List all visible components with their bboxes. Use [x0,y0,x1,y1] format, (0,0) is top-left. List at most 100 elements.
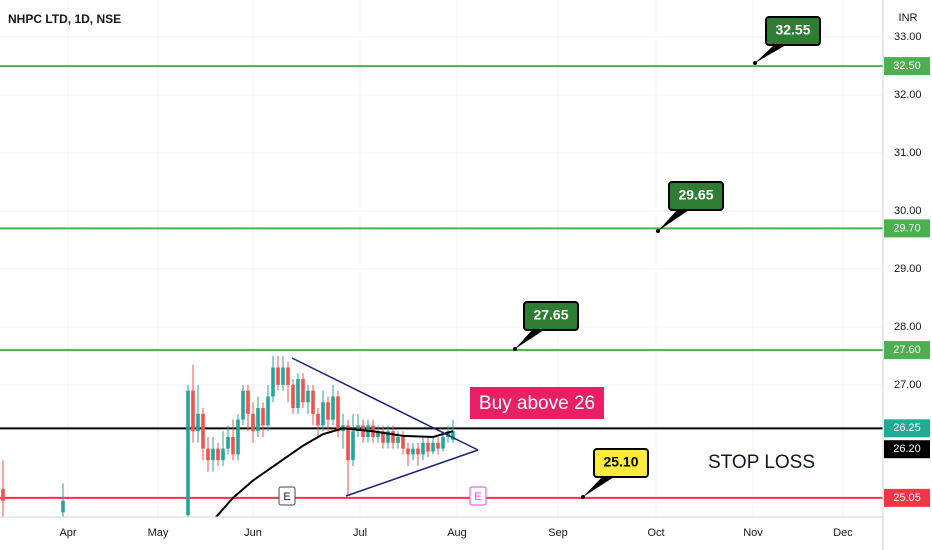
candle-body [316,413,320,426]
candle-body [251,413,255,432]
callout-box [593,448,649,478]
level-label: 26.25 [893,422,921,434]
moving-average [214,427,454,517]
y-tick-label: 31.00 [894,147,922,159]
candle-body [421,442,425,455]
earnings-label: E [474,491,481,503]
candle-body [286,367,290,385]
candle-body [196,413,200,432]
candle-body [221,448,225,461]
candle-body [306,390,310,403]
triangle-line [345,449,479,497]
level-label: 29.70 [893,222,921,234]
overlay: 32.55 29.65 27.65 25.10 [291,16,821,499]
callout-label: 25.10 [603,454,638,470]
x-tick-label: Sep [548,527,568,539]
currency: INR [899,12,918,24]
candle-body [331,396,335,420]
callout-label: 32.55 [775,22,810,38]
x-tick-label: Jul [353,527,367,539]
level-label: 32.50 [893,60,921,72]
triangle-line [291,357,479,451]
level-label-box [884,57,930,76]
candle-body [396,437,400,443]
candle-body [441,437,445,449]
candle-body [246,390,250,414]
callout-label: 29.65 [678,187,713,203]
callout-box [523,301,579,331]
candle-body [186,390,190,516]
candle-body [346,425,350,461]
candle-body [231,437,235,455]
y-tick-label: 30.00 [894,205,922,217]
level-label: 25.05 [893,492,921,504]
stop-loss-label: STOP LOSS [708,452,815,473]
callout-anchor [513,347,517,351]
candle-body [411,448,415,455]
callout-anchor [581,495,585,499]
candle-body [301,379,305,403]
candle-body [296,379,300,409]
candle-body [281,367,285,385]
candle-body [336,396,340,432]
chart-title: NHPC LTD, 1D, NSE [8,12,121,26]
level-label: 27.60 [893,344,921,356]
y-tick-label: 27.00 [894,379,922,391]
candle-body [261,408,265,426]
candle-body [431,442,435,452]
callout-anchor [656,229,660,233]
last-price-box [884,440,930,459]
candle-body [1,489,5,501]
callout-anchor [753,61,757,65]
candle-body [61,500,65,513]
candle-body [216,448,220,461]
level-label-box [884,419,930,438]
levels [0,65,883,499]
candle-body [271,367,275,397]
y-tick-label: 33.00 [894,31,922,43]
level-label-box [884,219,930,238]
earnings-label: E [283,491,290,503]
callout-pointer [658,210,689,231]
callout-box [668,181,724,211]
candle-body [226,437,230,449]
candle-body [351,431,355,461]
candle-body [436,442,440,449]
level-label-box [884,341,930,360]
candle-body [326,402,330,420]
candle-body [446,431,450,438]
candle-body [391,431,395,443]
y-tick-label: 32.00 [894,89,922,101]
x-tick-label: Jun [244,527,262,539]
y-tick-label: 28.00 [894,321,922,333]
y-tick-label: 29.00 [894,263,922,275]
candle-body [266,396,270,426]
candle-body [426,442,430,452]
earnings-marker [278,486,296,506]
candle-body [241,390,245,420]
callout-label: 27.65 [533,307,568,323]
candle-body [311,390,315,414]
candle-body [401,437,405,449]
candle-body [406,448,410,455]
candle-body [206,448,210,461]
x-tick-label: Aug [447,527,467,539]
x-tick-label: Nov [743,527,763,539]
candle-body [356,425,360,432]
earnings-marker [469,486,487,506]
callout-pointer [515,330,544,349]
last-price-label: 26.20 [893,443,921,455]
candle-body [201,413,205,449]
level-label-box [884,488,930,507]
x-tick-label: Dec [833,527,853,539]
candle-body [191,390,195,432]
x-tick-label: Apr [59,527,76,539]
x-tick-label: Oct [647,527,664,539]
candle-body [256,408,260,432]
candles [1,355,455,517]
callout-pointer [755,45,786,63]
candle-body [211,448,215,461]
callout-pointer [583,477,614,497]
